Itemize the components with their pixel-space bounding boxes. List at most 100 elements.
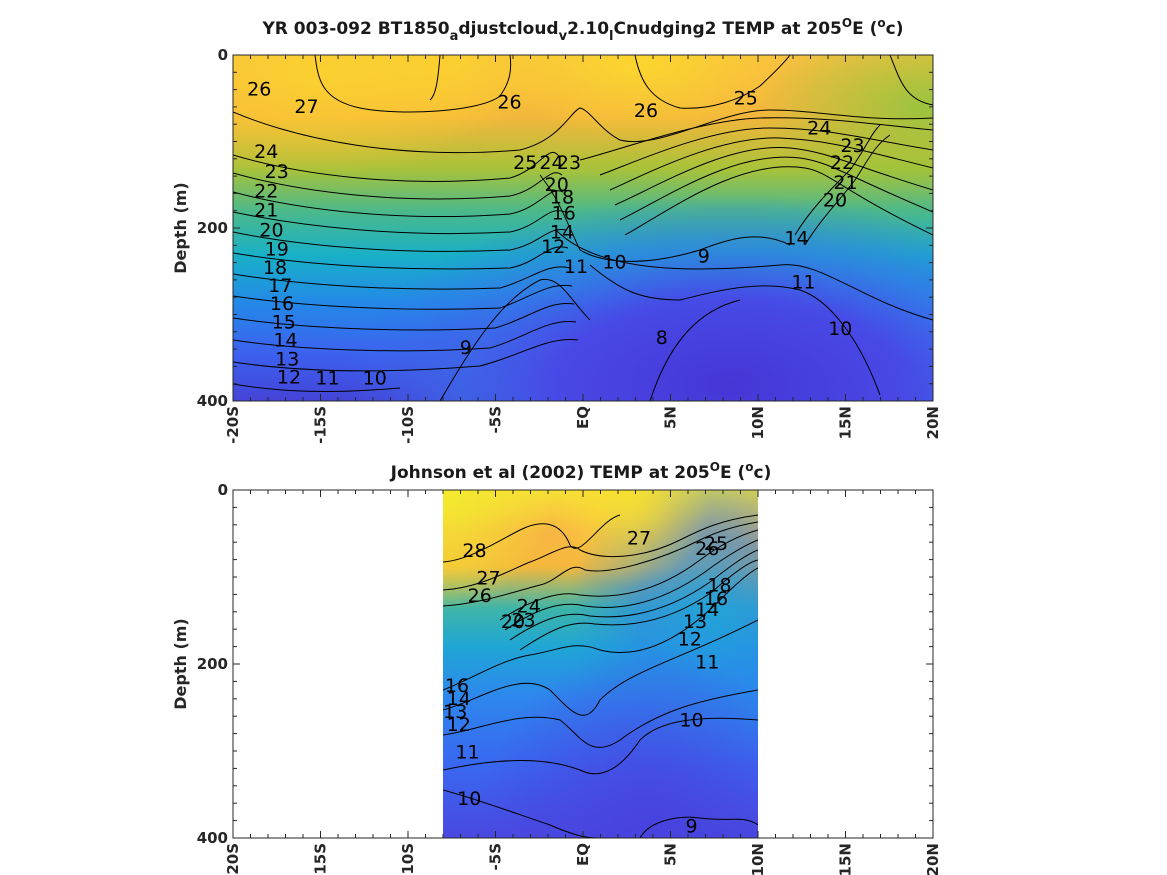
contour-label: 16	[270, 293, 294, 315]
top-y-ticks: 0 200 400	[197, 46, 933, 410]
contour-label: 15	[272, 311, 296, 333]
contour-label: 16	[704, 588, 728, 610]
contour-label: 26	[634, 100, 658, 122]
contour-label: 20	[823, 189, 847, 211]
contour-label: 10	[828, 318, 852, 340]
x-tick-label: 15N	[837, 406, 855, 439]
x-tick-label: -20S	[224, 843, 242, 875]
x-tick-label: 15N	[837, 843, 855, 875]
top-plot: YR 003-092 BT1850adjustcloudv2.10lCnudgi…	[171, 16, 942, 444]
bottom-plot-title: Johnson et al (2002) TEMP at 205OE (oc)	[390, 460, 772, 483]
x-tick-label: -10S	[399, 843, 417, 875]
contour-label: 10	[363, 368, 387, 390]
contour-label: 12	[678, 629, 702, 651]
bottom-contour-lines	[443, 514, 758, 838]
x-tick-label: -15S	[312, 406, 330, 444]
contour-label: 27	[294, 96, 318, 118]
contour-label: 20	[501, 611, 525, 633]
contour-label: 13	[275, 348, 299, 370]
bottom-heatmap	[443, 490, 758, 838]
contour-label: 13	[443, 701, 467, 723]
contour-label: 14	[273, 329, 297, 351]
top-y-axis-label: Depth (m)	[171, 182, 190, 274]
x-tick-label: 20N	[924, 843, 942, 875]
y-tick-label: 400	[197, 392, 228, 410]
contour-label: 23	[511, 610, 535, 632]
contour-label: 23	[265, 161, 289, 183]
contour-label: 24	[254, 141, 278, 163]
contour-label: 18	[707, 575, 731, 597]
bottom-x-ticks	[232, 490, 934, 838]
contour-label: 12	[447, 714, 471, 736]
x-tick-label: -15S	[312, 843, 330, 875]
x-tick-label: -20S	[224, 406, 242, 444]
contour-label: 11	[695, 651, 719, 673]
top-contour-lines	[233, 55, 933, 401]
x-tick-label: EQ	[574, 406, 592, 429]
bottom-plot: Johnson et al (2002) TEMP at 205OE (oc)	[171, 460, 942, 875]
contour-label: 11	[791, 271, 815, 293]
contour-label: 14	[447, 688, 471, 710]
contour-label: 9	[460, 337, 472, 359]
contour-label: 10	[457, 788, 481, 810]
contour-label: 18	[550, 187, 574, 209]
x-tick-label: -10S	[399, 406, 417, 444]
contour-label: 9	[698, 246, 710, 268]
x-tick-label: 10N	[749, 843, 767, 875]
x-tick-label: -5S	[487, 406, 505, 433]
y-tick-label: 200	[197, 655, 228, 673]
bottom-x-tick-labels: -20S -15S -10S -5S EQ 5N 10N 15N 20N	[224, 843, 942, 875]
contour-label: 8	[656, 327, 668, 349]
contour-label: 12	[541, 236, 565, 258]
contour-label: 10	[679, 710, 703, 732]
contour-label: 20	[259, 220, 283, 242]
contour-label: 26	[695, 538, 719, 560]
contour-label: 14	[550, 221, 574, 243]
x-tick-label: 20N	[924, 406, 942, 439]
contour-label: 19	[265, 239, 289, 261]
contour-label: 26	[497, 92, 521, 114]
contour-label: 16	[552, 202, 576, 224]
contour-label: 13	[683, 611, 707, 633]
contour-label: 27	[476, 568, 500, 590]
contour-label: 25	[734, 87, 758, 109]
contour-label: 20	[545, 174, 569, 196]
contour-label: 14	[695, 599, 719, 621]
top-plot-title: YR 003-092 BT1850adjustcloudv2.10lCnudgi…	[261, 16, 903, 44]
contour-label: 26	[468, 585, 492, 607]
bottom-y-axis-label: Depth (m)	[171, 618, 190, 710]
contour-label: 22	[830, 152, 854, 174]
x-tick-label: EQ	[574, 843, 592, 866]
x-tick-label: 5N	[662, 843, 680, 866]
contour-label: 24	[539, 152, 563, 174]
contour-label: 21	[833, 172, 857, 194]
contour-label: 24	[517, 596, 541, 618]
contour-label: 11	[455, 742, 479, 764]
contour-label: 10	[602, 252, 626, 274]
contour-label: 21	[254, 200, 278, 222]
x-tick-label: 5N	[662, 406, 680, 429]
contour-label: 14	[784, 227, 808, 249]
contour-label: 25	[513, 152, 537, 174]
bottom-y-ticks: 0 200 400	[197, 481, 933, 847]
contour-label: 27	[627, 528, 651, 550]
contour-label: 25	[704, 533, 728, 555]
contour-label: 23	[557, 152, 581, 174]
y-tick-label: 400	[197, 829, 228, 847]
contour-label: 11	[315, 368, 339, 390]
contour-label: 12	[277, 367, 301, 389]
contour-label: 26	[247, 79, 271, 101]
y-tick-label: 0	[218, 46, 228, 64]
contour-label: 28	[462, 540, 486, 562]
top-x-ticks	[232, 55, 934, 401]
top-heatmap	[233, 55, 933, 401]
contour-label: 23	[840, 135, 864, 157]
contour-label: 9	[685, 816, 697, 838]
contour-label: 24	[807, 118, 831, 140]
contour-label: 18	[263, 257, 287, 279]
x-tick-label: -5S	[487, 843, 505, 870]
contour-label: 22	[254, 181, 278, 203]
